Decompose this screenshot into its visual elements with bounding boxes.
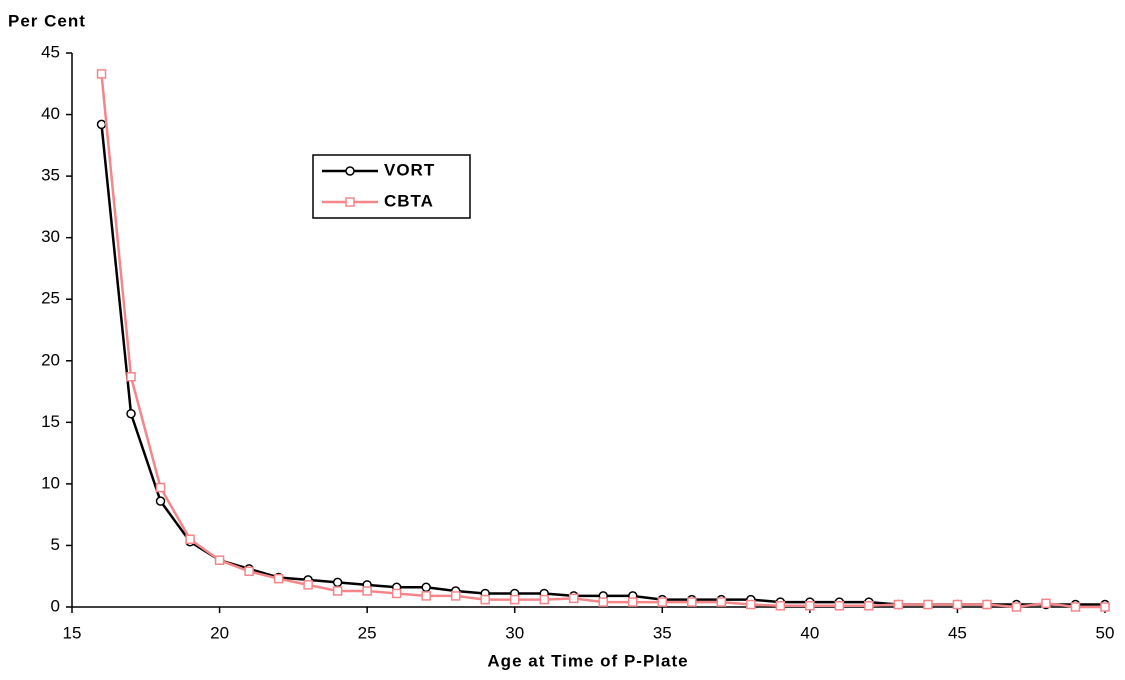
marker — [345, 166, 355, 176]
legend-label: VORT — [384, 160, 435, 179]
marker — [716, 597, 727, 607]
marker — [834, 601, 845, 611]
x-tick-label: 20 — [210, 623, 229, 642]
y-tick-label: 10 — [41, 473, 60, 492]
marker — [273, 573, 284, 584]
marker — [155, 496, 166, 506]
y-tick-label: 20 — [41, 350, 60, 369]
legend-label: CBTA — [384, 191, 434, 210]
marker — [1041, 598, 1051, 609]
marker — [126, 372, 136, 382]
x-axis-label: Age at Time of P-Plate — [487, 651, 688, 670]
marker — [1011, 602, 1022, 612]
marker — [185, 534, 195, 545]
marker — [1100, 602, 1110, 612]
marker — [628, 597, 638, 607]
y-tick-label: 0 — [51, 596, 60, 615]
marker — [332, 586, 343, 596]
marker — [244, 566, 254, 577]
y-tick-label: 40 — [41, 104, 60, 123]
y-tick-label: 30 — [41, 227, 60, 246]
marker — [746, 599, 756, 610]
y-tick-label: 5 — [51, 535, 60, 554]
marker — [657, 597, 668, 607]
marker — [214, 555, 225, 565]
marker — [775, 601, 786, 611]
y-tick-label: 35 — [41, 166, 60, 185]
series-line — [100, 73, 1105, 609]
marker — [687, 597, 697, 607]
x-tick-label: 50 — [1096, 623, 1115, 642]
series-line — [100, 124, 1105, 606]
marker — [982, 599, 992, 610]
marker — [539, 594, 549, 605]
marker — [864, 601, 874, 611]
marker — [893, 599, 904, 610]
x-tick-label: 40 — [800, 623, 819, 642]
marker — [509, 594, 520, 605]
marker — [923, 599, 933, 610]
y-tick-label: 45 — [41, 42, 60, 61]
x-tick-label: 15 — [63, 623, 82, 642]
marker — [303, 580, 313, 590]
marker — [391, 588, 402, 599]
x-tick-label: 30 — [505, 623, 524, 642]
marker — [805, 601, 815, 611]
marker — [480, 594, 490, 605]
marker — [96, 119, 107, 130]
marker — [345, 197, 355, 207]
marker — [421, 582, 431, 593]
marker — [126, 408, 136, 419]
y-tick-label: 25 — [41, 289, 60, 308]
marker — [362, 586, 372, 596]
marker — [598, 597, 609, 607]
x-tick-label: 25 — [358, 623, 377, 642]
y-tick-label: 15 — [41, 412, 60, 431]
marker — [421, 591, 431, 601]
marker — [96, 69, 107, 79]
x-tick-label: 35 — [653, 623, 672, 642]
y-axis-label: Per Cent — [8, 11, 86, 30]
marker — [155, 482, 166, 493]
marker — [450, 591, 461, 601]
marker — [1070, 602, 1081, 612]
marker — [568, 593, 579, 604]
marker — [952, 599, 963, 610]
marker — [332, 577, 343, 588]
x-tick-label: 45 — [948, 623, 967, 642]
legend-box — [312, 154, 471, 219]
